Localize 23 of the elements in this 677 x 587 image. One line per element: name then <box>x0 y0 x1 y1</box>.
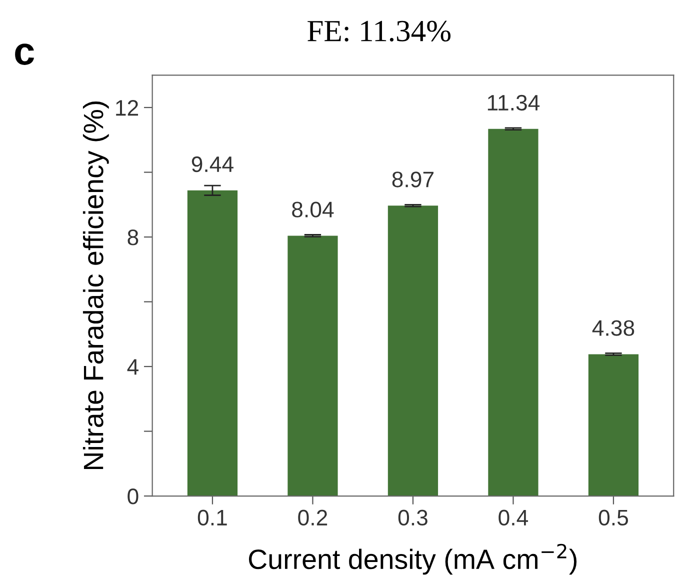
x-tick-label: 0.1 <box>198 510 227 526</box>
chart-title: FE: 11.34% <box>308 20 450 42</box>
x-tick-label: 0.2 <box>298 510 328 526</box>
x-tick-label: 0.5 <box>598 510 628 526</box>
x-axis-title: Current density (mA cm$^{−2}$) <box>248 544 577 575</box>
x-tick-label: 0.3 <box>398 510 428 526</box>
y-tick-label: 0 <box>128 488 138 504</box>
y-tick-label: 12 <box>116 100 138 116</box>
bar <box>187 190 238 496</box>
text: c <box>15 44 34 65</box>
data-label: 4.38 <box>592 320 634 336</box>
y-tick-label: 4 <box>127 359 138 375</box>
data-label: 9.44 <box>192 156 234 172</box>
data-label: 11.34 <box>488 94 540 111</box>
x-tick-label: 0.4 <box>498 510 528 526</box>
data-label: 8.97 <box>392 172 434 188</box>
y-tick-label: 8 <box>128 230 138 246</box>
bar <box>388 206 438 496</box>
y-axis-title: Nitrate Faradaic efficiency (%) <box>82 102 109 470</box>
data-label: 8.04 <box>292 202 334 218</box>
bar <box>288 236 338 496</box>
bar <box>588 354 639 496</box>
bar <box>488 128 538 496</box>
